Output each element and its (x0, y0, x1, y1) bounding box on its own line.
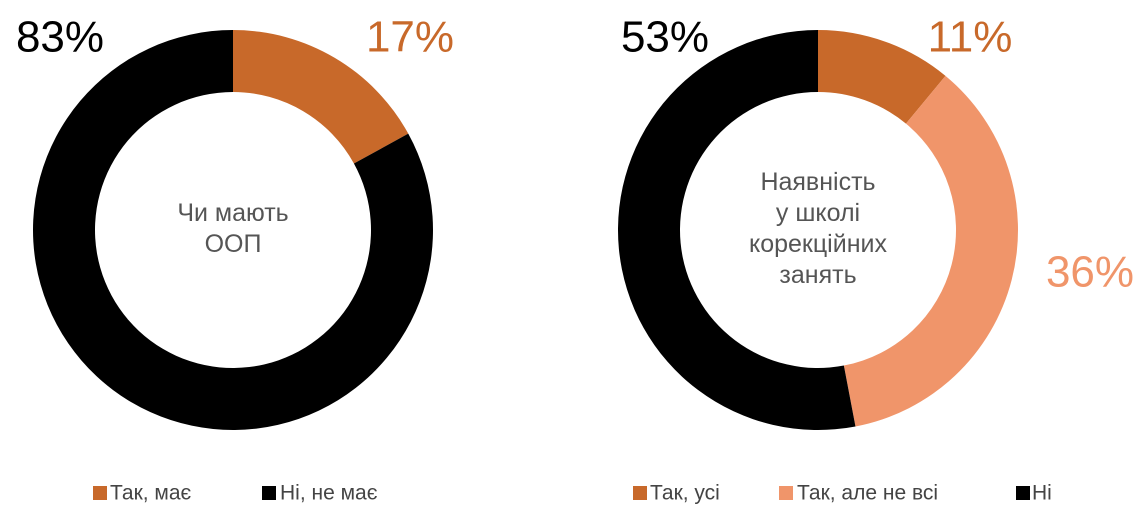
legend-label: Так, має (110, 482, 192, 505)
value-label: 36% (1046, 248, 1134, 297)
donut-slice (618, 30, 856, 431)
chart-title: у школі (776, 199, 860, 227)
chart-title: ООП (205, 230, 262, 258)
legend-swatch (1016, 486, 1030, 500)
value-label: 11% (928, 13, 1013, 62)
legend-label: Ні (1032, 482, 1052, 505)
legend-swatch (633, 486, 647, 500)
legend-swatch (262, 486, 276, 500)
chart-title: Чи мають (177, 199, 288, 227)
legend-label: Ні, не має (280, 482, 378, 505)
donut-slice (843, 75, 1018, 427)
legend-swatch (93, 486, 107, 500)
legend-label: Так, але не всі (797, 482, 938, 505)
legend-label: Так, усі (650, 482, 720, 505)
chart-title: Наявність (760, 168, 875, 196)
value-label: 17% (366, 13, 454, 62)
donut-slice (818, 30, 946, 124)
chart-title: занять (779, 261, 856, 289)
value-label: 53% (621, 13, 709, 62)
donut-slice (32, 30, 433, 430)
legend-swatch (779, 486, 793, 500)
donut-slice (233, 30, 409, 164)
chart-title: корекційних (749, 230, 887, 258)
value-label: 83% (16, 13, 104, 62)
